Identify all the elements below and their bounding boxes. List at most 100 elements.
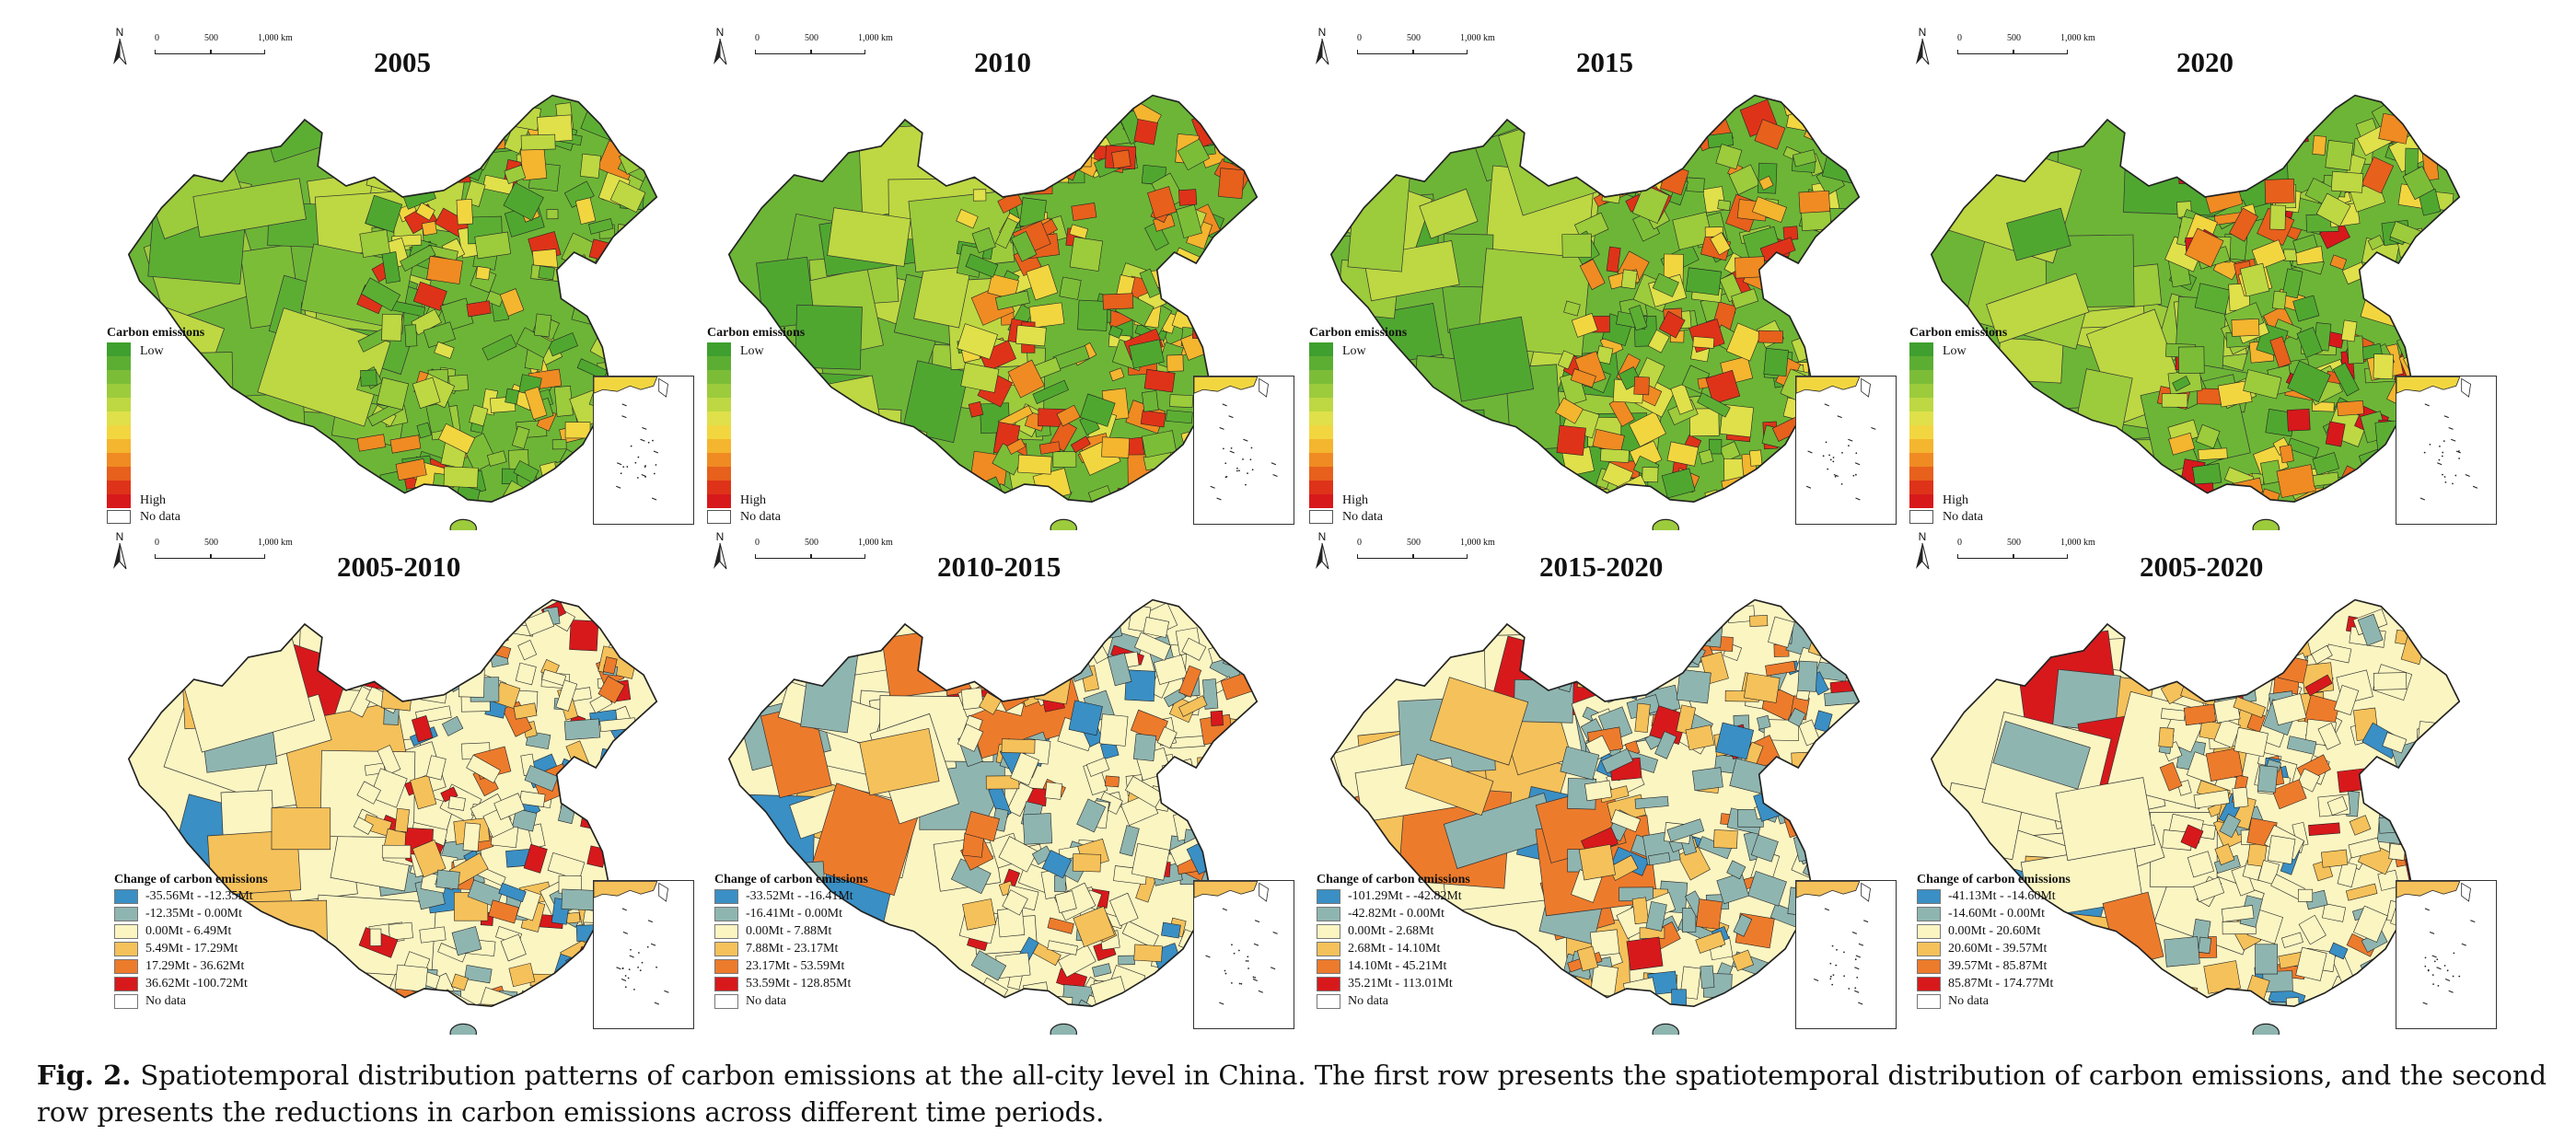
legend-swatch (707, 370, 731, 384)
legend-swatch (1917, 941, 1941, 956)
legend-class-row: -33.52Mt - -16.41Mt (714, 887, 868, 905)
legend-swatch (1309, 384, 1333, 398)
legend-class-label: -16.41Mt - 0.00Mt (746, 906, 842, 921)
legend-swatch (1917, 958, 1941, 974)
south-china-sea-inset (1193, 376, 1294, 525)
scale-tick-label: 0 (755, 33, 760, 43)
legend-class-row: -35.56Mt - -12.35Mt (114, 887, 268, 905)
carbon-emissions-legend: Carbon emissions Low High No data (1909, 326, 2007, 524)
legend-nodata-label: No data (1348, 993, 1388, 1008)
scale-tick-label: 1,000 km (1460, 538, 1495, 548)
legend-class-label: 2.68Mt - 14.10Mt (1348, 941, 1441, 956)
legend-title: Carbon emissions (1309, 326, 1408, 340)
legend-title: Carbon emissions (707, 326, 806, 340)
legend-swatch (1909, 467, 1933, 481)
china-map-2005-2010 (127, 598, 658, 1035)
scale-bar: 0 500 1,000 km (1357, 538, 1495, 565)
legend-swatch (107, 398, 131, 411)
legend-swatch (707, 356, 731, 370)
scale-tick-label: 500 (204, 538, 218, 548)
legend-nodata-label: No data (746, 993, 786, 1008)
legend-swatch (1309, 370, 1333, 384)
change-legend: Change of carbon emissions -33.52Mt - -16… (714, 873, 868, 1010)
legend-swatch (114, 941, 138, 956)
legend-swatch (107, 481, 131, 494)
legend-swatch (707, 481, 731, 494)
change-legend: Change of carbon emissions -101.29Mt - -4… (1317, 873, 1470, 1010)
legend-nodata-row: No data (1917, 992, 2071, 1010)
legend-swatch (114, 888, 138, 904)
north-arrow-icon: N (1311, 530, 1333, 573)
legend-nodata-swatch (1917, 993, 1941, 1009)
north-label: N (715, 530, 725, 543)
legend-swatch (107, 342, 131, 356)
legend-class-label: 0.00Mt - 2.68Mt (1348, 923, 1434, 938)
legend-class-label: 23.17Mt - 53.59Mt (746, 958, 845, 973)
legend-class-label: 85.87Mt - 174.77Mt (1948, 976, 2054, 991)
scale-tick-label: 0 (755, 538, 760, 548)
legend-class-label: 7.88Mt - 23.17Mt (746, 941, 839, 956)
scale-bar-midtick (2013, 50, 2014, 54)
legend-gradient (1309, 342, 1407, 524)
legend-class-label: 39.57Mt - 85.87Mt (1948, 958, 2048, 973)
scale-tick-label: 500 (805, 33, 818, 43)
south-china-sea-inset (1193, 880, 1294, 1029)
china-map-2015 (1329, 94, 1861, 530)
legend-swatch (114, 958, 138, 974)
scale-bar-midtick (2013, 554, 2014, 559)
scale-bar-midtick (210, 50, 212, 54)
north-label: N (1918, 530, 1927, 543)
legend-class-row: 0.00Mt - 2.68Mt (1317, 922, 1470, 940)
legend-swatch (1909, 494, 1933, 508)
legend-class-label: -14.60Mt - 0.00Mt (1948, 906, 2045, 921)
legend-swatch (714, 906, 738, 921)
change-legend: Change of carbon emissions -41.13Mt - -14… (1917, 873, 2071, 1010)
panel-title: 2005 (374, 46, 431, 78)
legend-swatch (1917, 888, 1941, 904)
scale-bar: 0 500 1,000 km (1357, 33, 1495, 61)
scale-tick-label: 500 (2007, 33, 2021, 43)
legend-high-label: High (1342, 493, 1368, 507)
map-panel-2015-2020: N 0 500 1,000 km 2015-2020 Change of carbon e… (1304, 523, 1897, 1035)
legend-class-row: 0.00Mt - 6.49Mt (114, 922, 268, 940)
legend-nodata-label: No data (140, 510, 180, 524)
scale-tick-label: 1,000 km (258, 538, 293, 548)
north-label: N (1317, 26, 1327, 39)
legend-swatch (1317, 906, 1340, 921)
legend-nodata-label: No data (1943, 510, 1983, 524)
scale-bar-midtick (810, 554, 812, 559)
legend-swatch (1909, 439, 1933, 453)
legend-nodata-label: No data (145, 993, 186, 1008)
scale-tick-label: 0 (1957, 33, 1962, 43)
legend-title: Change of carbon emissions (1917, 873, 2071, 886)
legend-class-row: 17.29Mt - 36.62Mt (114, 957, 268, 975)
scale-bar: 0 500 1,000 km (1957, 33, 2095, 61)
legend-swatch (1309, 342, 1333, 356)
map-panel-2020: N 0 500 1,000 km 2020 Carbon emissions Low High… (1904, 18, 2497, 530)
legend-class-label: 0.00Mt - 7.88Mt (746, 923, 832, 938)
legend-nodata-label: No data (1948, 993, 1989, 1008)
legend-class-row: 5.49Mt - 17.29Mt (114, 940, 268, 957)
legend-swatch (707, 398, 731, 411)
legend-swatch (1909, 481, 1933, 494)
scale-bar-midtick (810, 50, 812, 54)
scale-tick-label: 1,000 km (858, 538, 893, 548)
legend-class-row: 0.00Mt - 20.60Mt (1917, 922, 2071, 940)
legend-swatch (114, 923, 138, 939)
caption-text: Spatiotemporal distribution patterns of … (37, 1060, 2547, 1128)
legend-swatch (1317, 958, 1340, 974)
legend-swatch (1917, 923, 1941, 939)
legend-swatch (1317, 923, 1340, 939)
legend-gradient (707, 342, 805, 524)
legend-swatch (1909, 384, 1933, 398)
legend-title: Change of carbon emissions (114, 873, 268, 886)
legend-swatch (107, 356, 131, 370)
legend-low-label: Low (740, 344, 764, 358)
map-panel-2005-2010: N 0 500 1,000 km 2005-2010 Change of carbon e… (101, 523, 694, 1035)
scale-tick-label: 500 (2007, 538, 2021, 548)
china-map-2020 (1930, 94, 2461, 530)
legend-swatch (1309, 494, 1333, 508)
north-arrow-icon: N (109, 26, 131, 68)
legend-class-row: 23.17Mt - 53.59Mt (714, 957, 868, 975)
legend-class-label: 0.00Mt - 6.49Mt (145, 923, 232, 938)
